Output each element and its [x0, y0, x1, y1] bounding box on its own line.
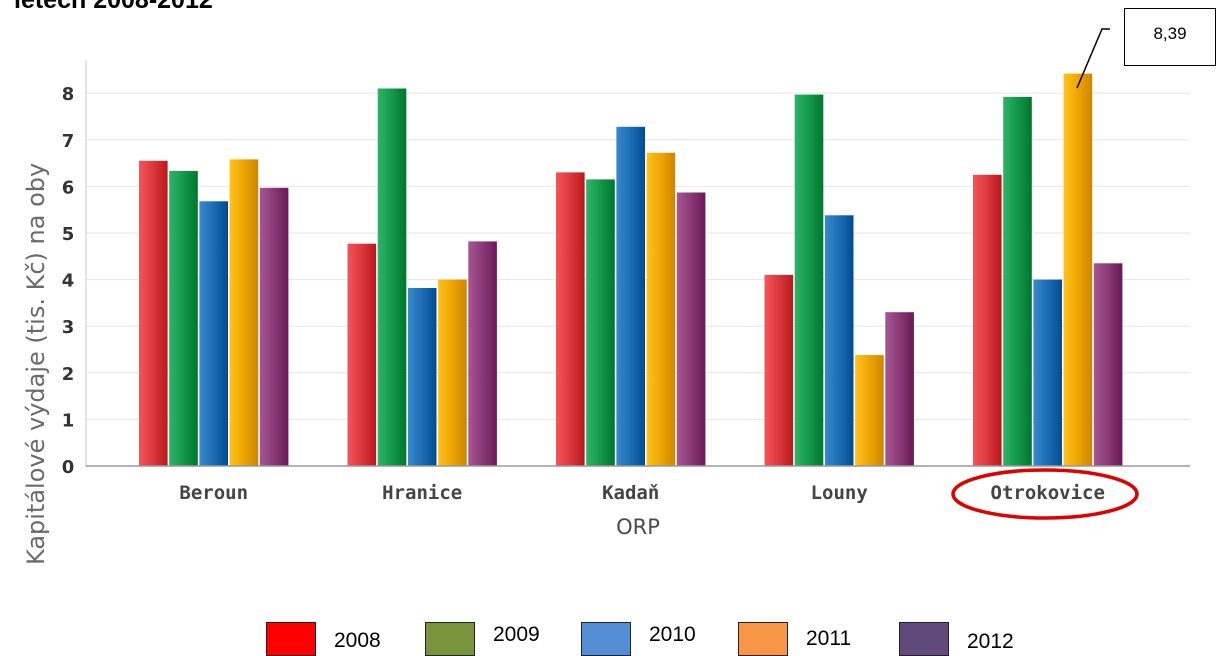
y-axis-label: Kapitálové výdaje (tis. Kč) na oby — [22, 163, 50, 565]
bar-2011-2 — [646, 152, 676, 467]
legend-swatch — [581, 622, 631, 656]
legend-label: 2009 — [493, 623, 540, 646]
bars — [139, 73, 1123, 467]
x-tick-label: Louny — [811, 482, 868, 504]
bar-2008-2 — [556, 172, 585, 466]
chart-title: letech 2008-2012 — [14, 0, 213, 14]
x-axis-label: ORP — [616, 515, 660, 539]
x-tick-label: Hranice — [382, 482, 462, 504]
bar-2008-3 — [764, 274, 794, 466]
bar-2009-3 — [794, 94, 824, 466]
bar-2010-3 — [824, 215, 854, 466]
bar-2011-4 — [1063, 73, 1093, 466]
bar-2010-2 — [616, 126, 645, 467]
y-tick-label: 0 — [62, 457, 75, 478]
bar-2008-4 — [973, 174, 1002, 467]
legend-label: 2010 — [649, 623, 696, 646]
bar-2012-2 — [676, 192, 706, 466]
x-tick-label: Kadaň — [602, 482, 659, 504]
bar-2008-1 — [347, 243, 377, 466]
legend-swatch — [738, 622, 788, 656]
bar-2012-4 — [1093, 263, 1123, 466]
x-tick-label: Beroun — [179, 482, 248, 504]
y-tick-label: 6 — [62, 177, 75, 198]
bar-2009-2 — [586, 179, 615, 466]
legend-swatch — [899, 622, 949, 656]
callout-box: 8,39 — [1124, 8, 1216, 66]
bar-2008-0 — [139, 160, 168, 467]
y-tick-label: 8 — [62, 84, 75, 105]
y-tick-label: 1 — [62, 410, 75, 431]
bar-2010-1 — [407, 288, 437, 466]
legend-swatch — [266, 622, 316, 656]
legend-label: 2011 — [806, 627, 852, 650]
bar-2009-0 — [169, 171, 198, 466]
bar-2012-0 — [259, 187, 289, 467]
highlight-ellipse — [951, 468, 1139, 520]
axes — [85, 60, 1190, 467]
y-tick-label: 3 — [62, 317, 75, 338]
callout-value: 8,39 — [1153, 24, 1187, 43]
legend-label: 2008 — [334, 629, 381, 652]
x-tick-label: Otrokovice — [991, 482, 1105, 504]
bar-2009-1 — [377, 88, 407, 466]
bar-2011-0 — [229, 159, 259, 466]
y-tick-label: 7 — [62, 131, 75, 152]
bar-2010-4 — [1033, 279, 1062, 466]
y-tick-label: 2 — [62, 364, 75, 385]
bar-2012-3 — [885, 312, 914, 466]
y-tick-label: 4 — [62, 271, 75, 292]
bar-2012-1 — [468, 241, 497, 466]
x-tick-labels: Beroun Hranice Kadaň Louny Otrokovice — [179, 482, 1105, 504]
bar-2009-4 — [1003, 96, 1032, 467]
bar-2011-3 — [855, 355, 884, 466]
bar-chart: 0 1 2 3 4 5 6 7 8 Beroun Hranice Kadaň Louny Otrokov… — [22, 28, 1190, 565]
legend-label: 2012 — [967, 630, 1014, 653]
y-tick-label: 5 — [62, 224, 75, 245]
bar-2010-0 — [199, 201, 228, 467]
bar-2011-1 — [438, 279, 467, 466]
legend-swatch — [425, 622, 475, 656]
y-tick-labels: 0 1 2 3 4 5 6 7 8 — [62, 84, 75, 478]
callout-leader-line — [1076, 28, 1110, 89]
